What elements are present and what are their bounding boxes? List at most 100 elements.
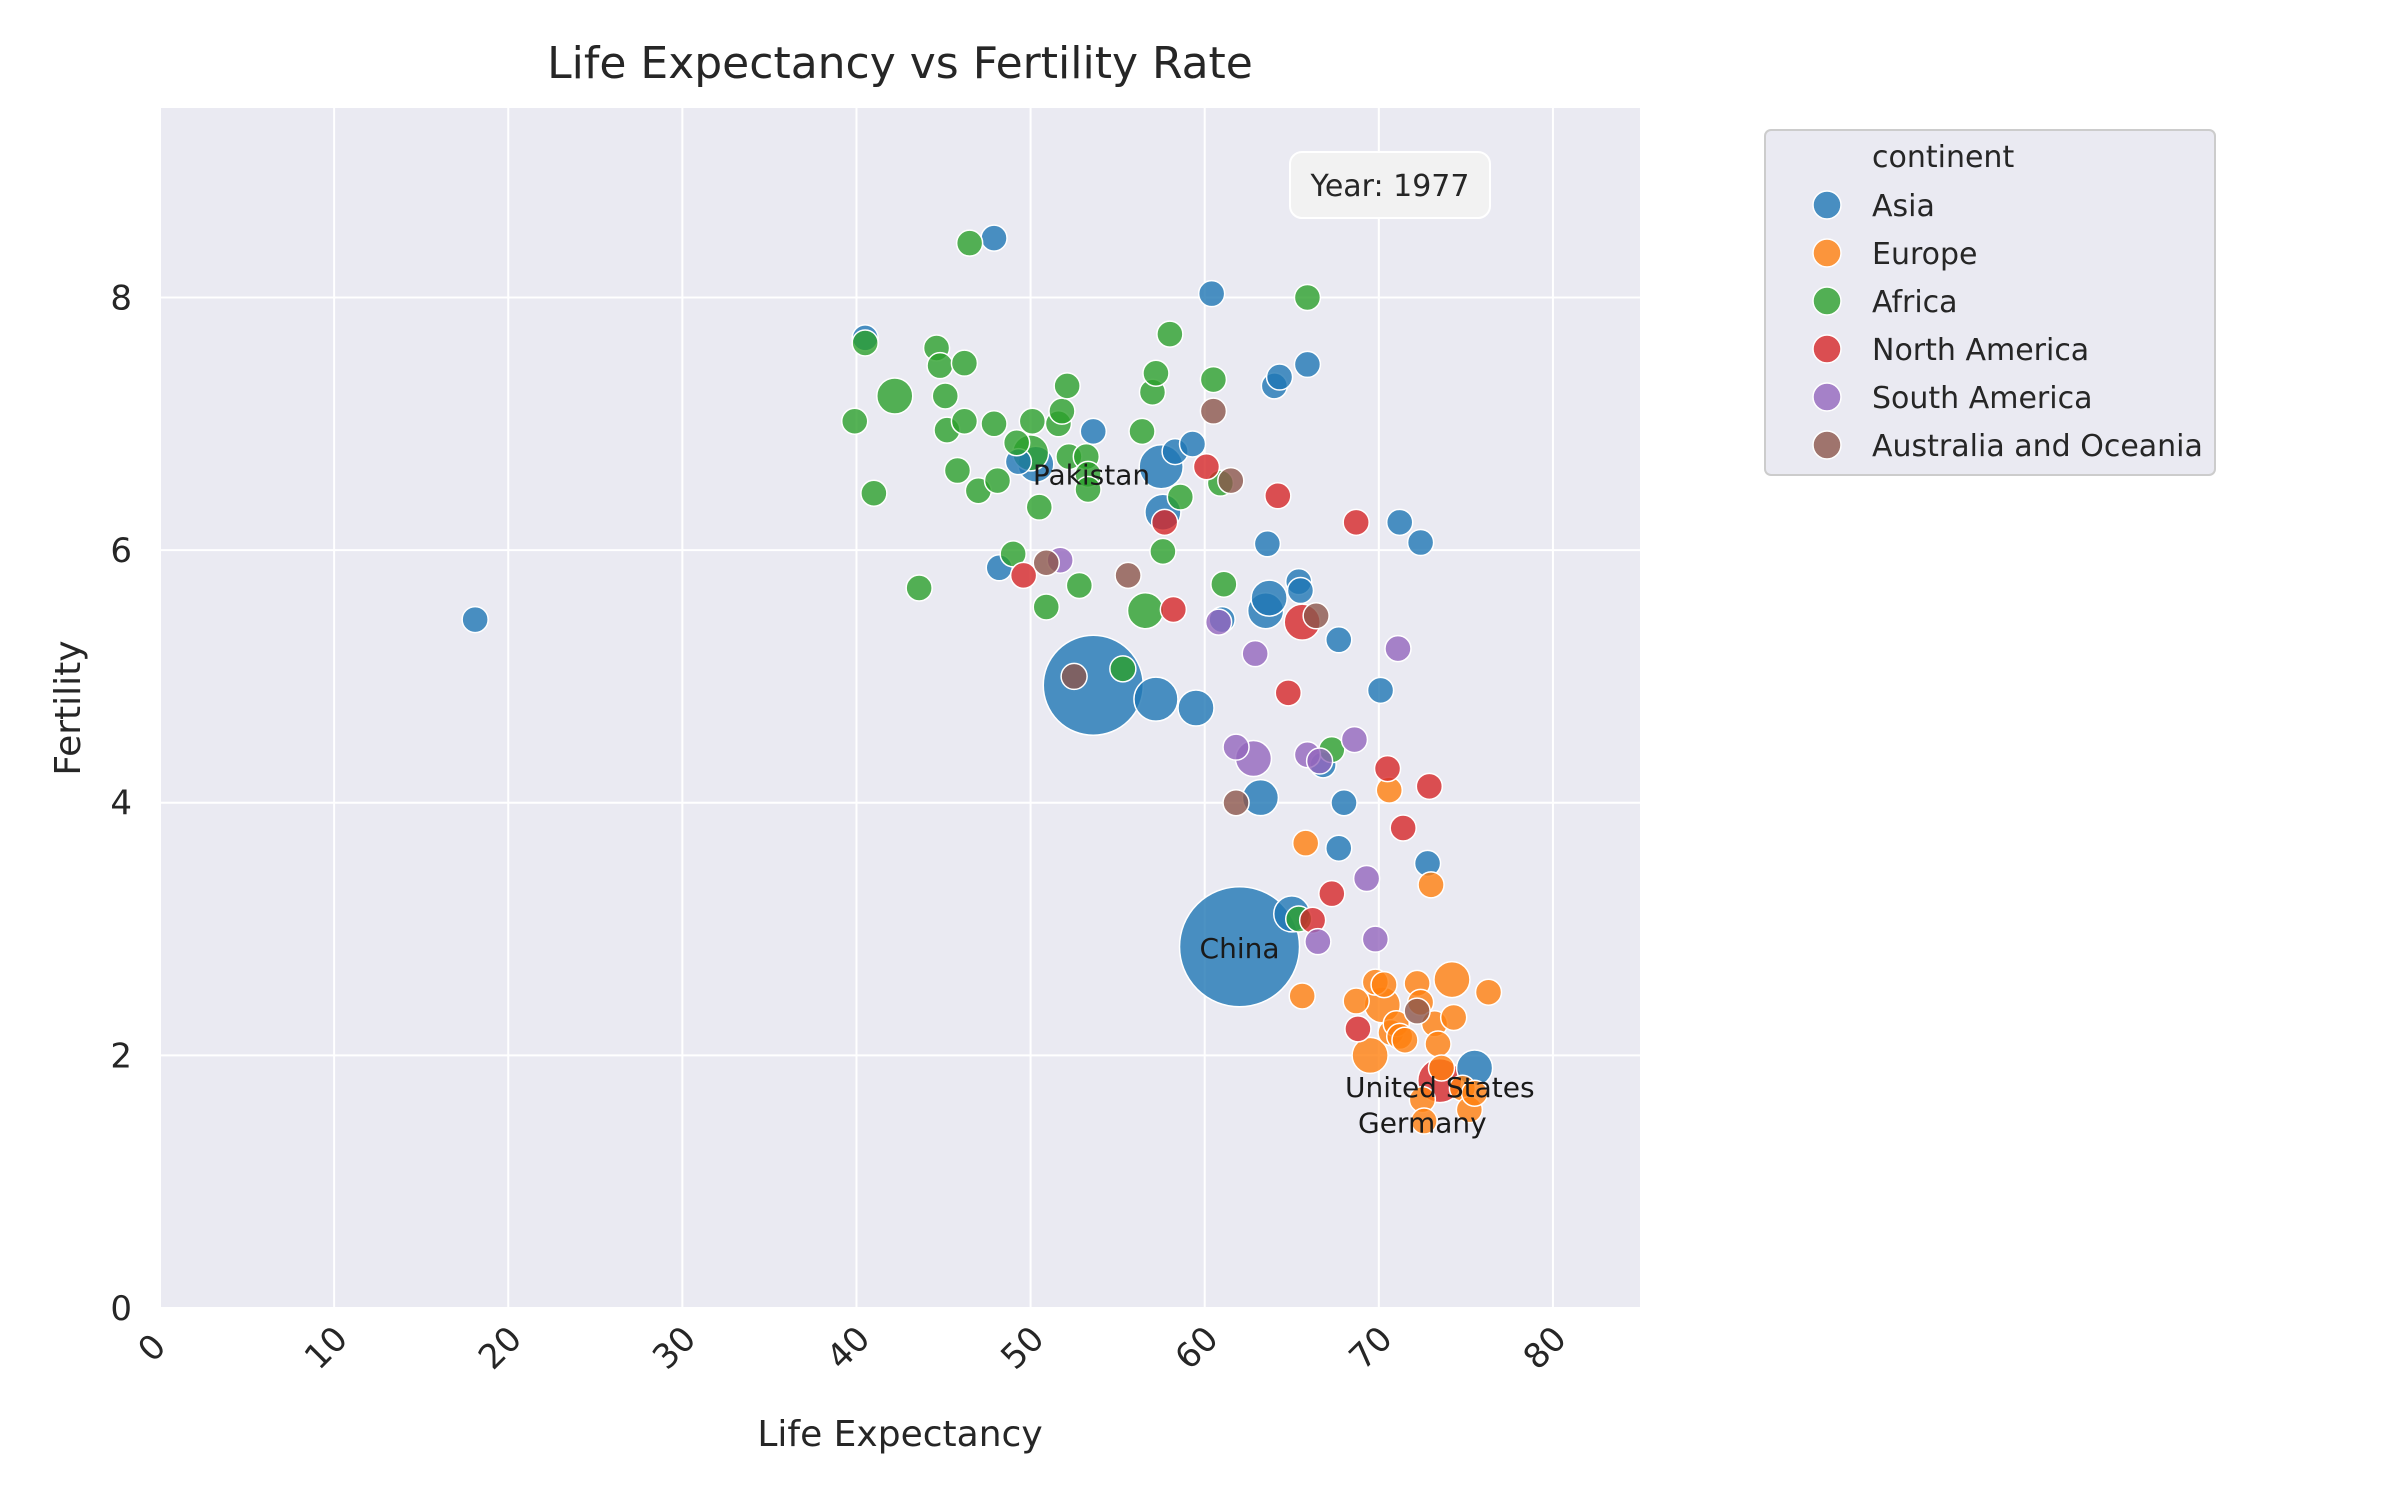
data-point bbox=[1391, 1026, 1419, 1054]
data-point bbox=[1342, 987, 1370, 1015]
y-tick-label: 8 bbox=[110, 278, 132, 318]
data-point bbox=[1109, 655, 1137, 683]
data-point bbox=[1342, 508, 1370, 537]
data-point bbox=[1142, 359, 1170, 388]
data-point bbox=[1241, 639, 1269, 668]
legend-frame bbox=[1764, 129, 2216, 476]
data-point bbox=[1474, 978, 1503, 1006]
data-point bbox=[1002, 428, 1031, 457]
data-point bbox=[1352, 864, 1381, 893]
data-point bbox=[1217, 466, 1245, 495]
chart-title: Life Expectancy vs Fertility Rate bbox=[547, 38, 1253, 89]
data-point bbox=[840, 407, 869, 436]
x-tick-label: 80 bbox=[1516, 1319, 1575, 1378]
x-tick-label: 10 bbox=[297, 1319, 356, 1378]
data-point bbox=[1025, 493, 1054, 521]
data-point bbox=[1265, 363, 1294, 391]
x-tick-label: 50 bbox=[993, 1319, 1052, 1378]
data-point bbox=[1384, 634, 1412, 663]
data-point bbox=[983, 466, 1012, 495]
data-point bbox=[1177, 689, 1215, 727]
data-point bbox=[1204, 608, 1233, 636]
legend-label: South America bbox=[1872, 381, 2092, 416]
legend-label: Africa bbox=[1872, 285, 1958, 320]
grid-lines bbox=[159, 108, 1640, 1309]
legend-label: Asia bbox=[1872, 189, 1935, 224]
data-point bbox=[1126, 591, 1165, 630]
data-point bbox=[1032, 548, 1061, 577]
data-point bbox=[1288, 982, 1316, 1010]
data-point bbox=[1389, 814, 1417, 842]
y-tick-labels: 0 2 4 6 8 bbox=[110, 278, 132, 1329]
data-point bbox=[1222, 788, 1250, 817]
data-point bbox=[1403, 997, 1431, 1025]
data-point bbox=[1149, 537, 1177, 566]
data-point bbox=[1199, 397, 1228, 425]
data-point bbox=[1192, 452, 1221, 481]
data-point bbox=[461, 605, 489, 634]
data-point bbox=[931, 382, 960, 410]
x-tick-label: 40 bbox=[819, 1319, 878, 1378]
data-point bbox=[1366, 676, 1395, 705]
x-tick-label: 20 bbox=[471, 1319, 530, 1378]
data-point bbox=[860, 479, 888, 508]
data-point bbox=[1018, 407, 1047, 436]
x-axis-label: Life Expectancy bbox=[757, 1414, 1042, 1455]
point-annotation: China bbox=[1200, 932, 1280, 965]
data-point bbox=[1079, 417, 1108, 446]
legend-label: Europe bbox=[1872, 237, 1978, 272]
data-point bbox=[1199, 365, 1228, 394]
data-point bbox=[1460, 1079, 1489, 1108]
data-point bbox=[950, 407, 979, 436]
y-tick-label: 4 bbox=[110, 784, 132, 824]
data-points bbox=[461, 224, 1503, 1135]
point-annotation: United States bbox=[1345, 1071, 1535, 1104]
data-point bbox=[1417, 871, 1445, 899]
data-point bbox=[943, 456, 972, 485]
legend-label: North America bbox=[1872, 333, 2089, 368]
data-point bbox=[1361, 925, 1390, 953]
year-box: Year: 1977 bbox=[1289, 151, 1491, 219]
data-point bbox=[1197, 279, 1226, 308]
data-point bbox=[851, 329, 879, 357]
data-point bbox=[1304, 927, 1332, 956]
y-axis-label: Fertility bbox=[48, 640, 89, 775]
legend-marker bbox=[1812, 334, 1842, 364]
data-point bbox=[1344, 1015, 1372, 1043]
data-point bbox=[1114, 561, 1142, 590]
data-point bbox=[1048, 397, 1076, 425]
data-point bbox=[1032, 593, 1061, 621]
data-point bbox=[1427, 1054, 1456, 1082]
data-point bbox=[1373, 754, 1402, 783]
point-annotation: Pakistan bbox=[1033, 458, 1150, 491]
data-point bbox=[1305, 747, 1334, 775]
legend: continent Asia Europe Africa North America S… bbox=[1764, 129, 2216, 476]
data-point bbox=[1291, 829, 1320, 857]
legend-marker bbox=[1812, 238, 1842, 268]
data-point bbox=[1178, 430, 1207, 458]
data-point bbox=[955, 229, 984, 257]
data-point bbox=[1406, 528, 1435, 557]
x-tick-label: 0 bbox=[130, 1326, 174, 1370]
data-point bbox=[1210, 570, 1238, 598]
data-point bbox=[1150, 508, 1179, 537]
data-point bbox=[1433, 960, 1471, 999]
data-point bbox=[980, 410, 1008, 438]
data-point bbox=[1325, 834, 1353, 862]
data-point bbox=[1351, 1036, 1389, 1075]
legend-marker bbox=[1812, 190, 1842, 220]
data-point bbox=[1293, 350, 1322, 379]
data-point bbox=[926, 351, 954, 380]
data-point bbox=[1325, 626, 1353, 654]
data-point bbox=[1156, 320, 1184, 348]
data-point bbox=[1286, 576, 1315, 605]
data-point bbox=[980, 224, 1008, 252]
data-point bbox=[1060, 662, 1088, 691]
data-point bbox=[1074, 475, 1102, 504]
data-point bbox=[1330, 788, 1358, 817]
data-point bbox=[1340, 725, 1369, 754]
data-point bbox=[1410, 1107, 1438, 1135]
data-point bbox=[1293, 283, 1322, 312]
